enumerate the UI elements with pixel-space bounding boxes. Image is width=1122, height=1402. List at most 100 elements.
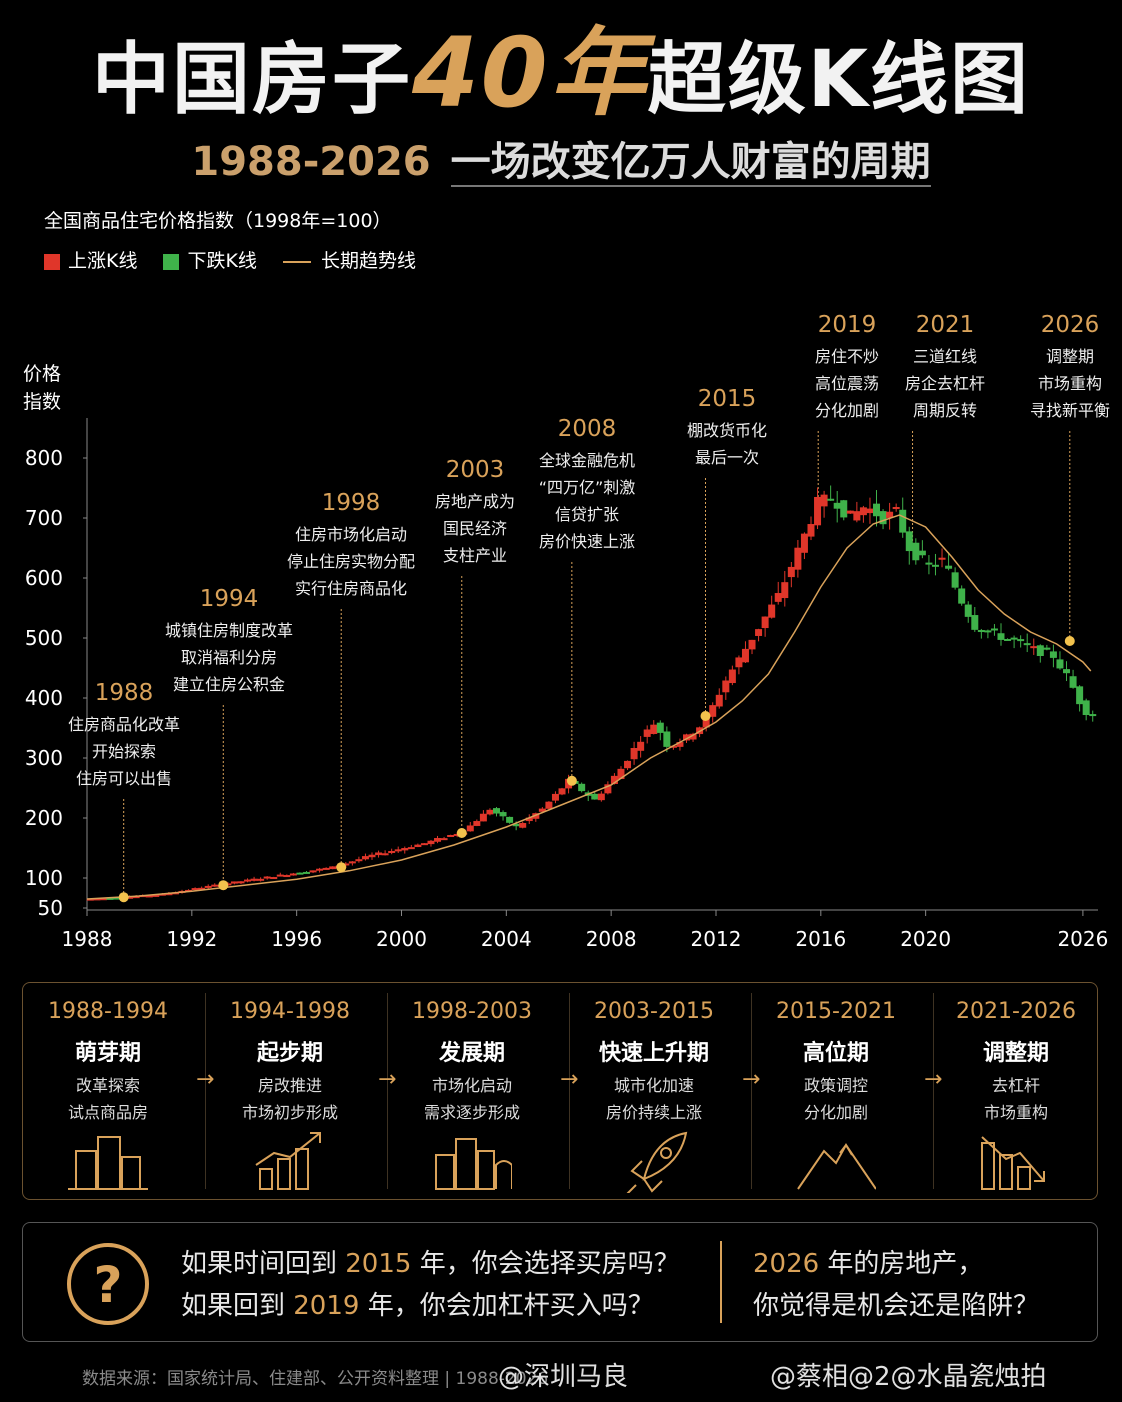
candle-up bbox=[466, 825, 474, 832]
candle-up bbox=[447, 834, 455, 837]
arrow-right-icon: → bbox=[742, 1067, 761, 1092]
annotation-text: 全球金融危机 bbox=[539, 451, 635, 470]
candle-up bbox=[702, 717, 710, 728]
y-axis-label: 价格 bbox=[23, 363, 61, 385]
title-part1: 中国房子 bbox=[91, 35, 412, 125]
candle-down bbox=[827, 498, 835, 501]
watermark-2: @蔡相@2@水晶瓷烛拍 bbox=[770, 1362, 1047, 1392]
annotation-text: 高位震荡 bbox=[815, 374, 879, 393]
legend-up-swatch bbox=[44, 253, 60, 270]
candle-down bbox=[656, 722, 664, 733]
candle-up bbox=[558, 788, 566, 795]
candle-down bbox=[1076, 686, 1084, 705]
title-part2: 40年 bbox=[411, 17, 648, 129]
annotation-text: 房地产成为 bbox=[435, 492, 515, 511]
candle-down bbox=[1010, 637, 1018, 640]
candle-down bbox=[833, 502, 841, 509]
candle-up bbox=[1030, 646, 1038, 649]
candle-down bbox=[964, 604, 972, 617]
candle-up bbox=[755, 629, 763, 636]
y-tick-label: 600 bbox=[25, 566, 63, 590]
candle-up bbox=[800, 533, 808, 553]
candle-up bbox=[86, 898, 94, 901]
x-tick-label: 2016 bbox=[795, 927, 846, 951]
annotation-text: 寻找新平衡 bbox=[1030, 401, 1110, 420]
candle-down bbox=[499, 812, 507, 817]
annotation-year: 1988 bbox=[95, 680, 154, 706]
candle-up bbox=[237, 881, 245, 884]
phase-desc-1: 城市化加速 bbox=[613, 1076, 694, 1095]
candle-down bbox=[512, 823, 520, 827]
phase-name: 起步期 bbox=[256, 1041, 323, 1066]
candle-up bbox=[722, 680, 730, 693]
candle-up bbox=[761, 616, 769, 629]
data-source: 数据来源：国家统计局、住建部、公开资料整理 | 1988-2026 bbox=[82, 1369, 549, 1389]
event-marker bbox=[218, 880, 229, 891]
x-tick-label: 2008 bbox=[586, 927, 637, 951]
y-tick-label: 50 bbox=[38, 896, 63, 920]
legend-down: 下跌K线 bbox=[163, 246, 257, 273]
trend-line bbox=[86, 514, 1092, 900]
candle-up bbox=[669, 745, 677, 748]
candle-up bbox=[886, 511, 894, 518]
phase-card: 2003-2015 快速上升期 城市化加速 房价持续上涨 bbox=[579, 983, 729, 1199]
y-tick-label: 800 bbox=[25, 446, 63, 470]
candle-up bbox=[204, 885, 212, 888]
phase-years: 2021-2026 bbox=[956, 999, 1076, 1024]
phase-card: 2021-2026 调整期 去杠杆 市场重构 bbox=[941, 983, 1091, 1199]
question-divider bbox=[720, 1241, 722, 1323]
x-tick-label: 1996 bbox=[271, 927, 322, 951]
candle-up bbox=[643, 729, 651, 737]
candle-up bbox=[132, 896, 140, 899]
candle-up bbox=[420, 843, 428, 846]
candle-down bbox=[1036, 645, 1044, 656]
candle-up bbox=[683, 734, 691, 741]
annotation-text: 房住不炒 bbox=[815, 347, 879, 366]
subtitle-text: 一场改变亿万人财富的周期 bbox=[450, 139, 931, 187]
x-tick-label: 1988 bbox=[62, 927, 113, 951]
candle-up bbox=[342, 863, 350, 866]
event-marker bbox=[700, 711, 711, 721]
phase-card: 1994-1998 起步期 房改推进 市场初步形成 bbox=[215, 983, 365, 1199]
phase-years: 2015-2021 bbox=[776, 999, 896, 1024]
candle-up bbox=[407, 847, 415, 850]
candle-up bbox=[807, 524, 815, 537]
candle-down bbox=[918, 550, 926, 556]
index-note: 全国商品住宅价格指数（1998年=100） bbox=[44, 210, 392, 232]
phase-name: 高位期 bbox=[802, 1041, 869, 1066]
candle-up bbox=[427, 840, 435, 845]
annotation-text: 三道红线 bbox=[913, 347, 977, 366]
candle-up bbox=[401, 848, 409, 851]
kline-chart: 50 100 200 300 400 500 600 700 800 价格指数 1988 1992 19… bbox=[23, 312, 1110, 951]
candle-up bbox=[538, 808, 546, 812]
candle-up bbox=[126, 896, 134, 899]
candle-up bbox=[250, 878, 258, 881]
candle-down bbox=[971, 615, 979, 630]
annotation-year: 2008 bbox=[558, 416, 617, 442]
question-box: ? 如果时间回到 2015 年，你会选择买房吗？ 如果回到 2019 年，你会加… bbox=[22, 1222, 1098, 1342]
arrow-right-icon: → bbox=[196, 1067, 215, 1092]
candle-up bbox=[152, 894, 160, 897]
legend-trend-label: 长期趋势线 bbox=[320, 250, 416, 272]
annotation-year: 2003 bbox=[446, 457, 505, 483]
candle-up bbox=[781, 582, 789, 599]
phase-desc-1: 去杠杆 bbox=[991, 1076, 1040, 1095]
candle-up bbox=[479, 813, 487, 822]
candle-down bbox=[1069, 676, 1077, 688]
arrow-right-icon: → bbox=[560, 1067, 579, 1092]
question-2: 如果回到 2019 年，你会加杠杆买入吗？ bbox=[181, 1291, 654, 1321]
candle-down bbox=[873, 503, 881, 517]
candle-up bbox=[774, 593, 782, 602]
city-icon bbox=[435, 1138, 512, 1190]
candle-down bbox=[112, 897, 120, 900]
candle-up bbox=[440, 838, 448, 841]
candle-down bbox=[840, 500, 848, 518]
x-tick-label: 2004 bbox=[481, 927, 532, 951]
legend-up: 上涨K线 bbox=[44, 246, 137, 273]
annotation-year: 2019 bbox=[818, 312, 877, 338]
candle-up bbox=[198, 887, 206, 890]
event-marker bbox=[566, 775, 577, 786]
candle-down bbox=[1049, 651, 1057, 658]
y-tick-label: 500 bbox=[25, 626, 63, 650]
annotation-year: 1994 bbox=[200, 586, 259, 612]
